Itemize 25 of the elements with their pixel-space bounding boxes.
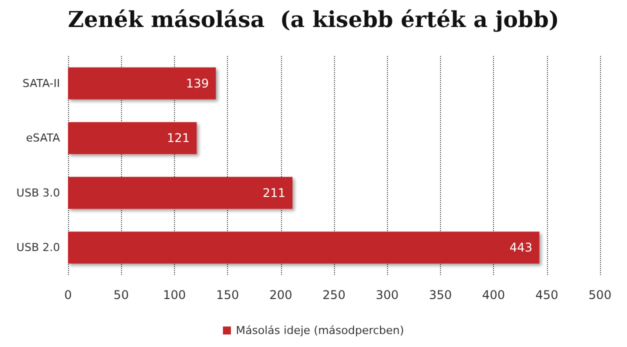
- x-tick-label: 450: [535, 288, 558, 302]
- legend-label: Másolás ideje (másodpercben): [236, 324, 404, 337]
- x-tick-label: 400: [482, 288, 506, 302]
- y-tick-label: eSATA: [26, 132, 60, 145]
- y-tick-label: SATA-II: [22, 76, 60, 90]
- data-label: 139: [186, 76, 209, 90]
- x-tick-label: 0: [64, 288, 72, 302]
- x-tick-label: 100: [162, 288, 186, 302]
- bar: [68, 176, 293, 209]
- x-tick-label: 300: [376, 288, 399, 302]
- bar: [68, 67, 216, 100]
- data-label: 211: [262, 186, 286, 200]
- x-tick-label: 500: [588, 288, 612, 302]
- x-tick-label: 200: [269, 288, 292, 302]
- x-tick-label: 150: [216, 288, 240, 302]
- x-tick-label: 350: [428, 288, 452, 302]
- data-label: 443: [509, 240, 532, 255]
- data-label: 121: [166, 131, 190, 146]
- y-tick-label: USB 3.0: [16, 186, 60, 200]
- x-tick-label: 50: [114, 288, 129, 302]
- bar: [68, 232, 540, 264]
- bar: [68, 122, 197, 154]
- chart-title: Zenék másolása (a kisebb érték a jobb): [68, 7, 560, 33]
- x-tick-label: 250: [322, 288, 346, 302]
- y-tick-label: USB 2.0: [16, 241, 60, 254]
